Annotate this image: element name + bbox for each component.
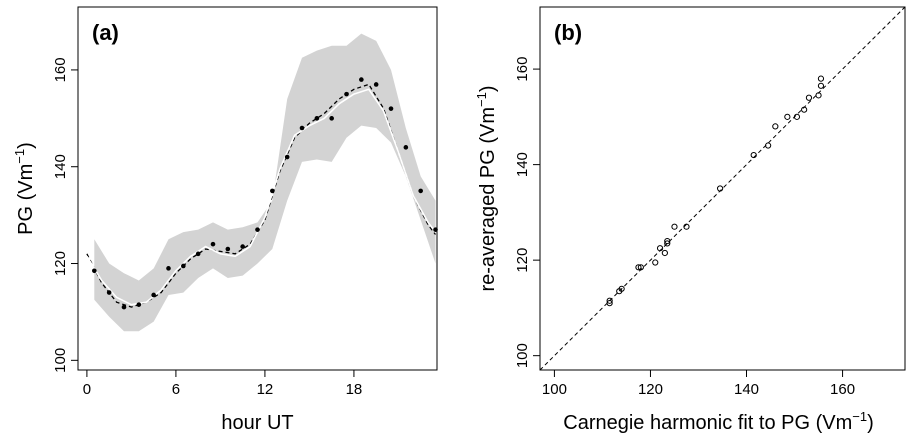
data-point — [151, 292, 156, 298]
x-axis-ticks-b: 100 120 140 160 — [542, 370, 855, 398]
panel-label-b: (b) — [554, 20, 582, 45]
data-point — [388, 106, 394, 111]
x-tick-label: 160 — [830, 381, 855, 398]
scatter-point — [683, 223, 690, 230]
fit-lines — [86, 83, 437, 308]
data-point — [299, 125, 305, 131]
scatter-point — [664, 240, 671, 247]
scatter-point — [793, 113, 801, 120]
x-axis-title-b-sup: −1 — [852, 409, 867, 424]
scatter-point — [784, 113, 791, 120]
x-tick-label: 120 — [638, 381, 663, 398]
scatter-point — [815, 92, 822, 99]
y-axis-ticks-b: 100 120 140 160 — [514, 57, 540, 368]
y-axis-title-b-sup: −1 — [474, 92, 489, 107]
y-tick-label: 160 — [52, 57, 69, 82]
data-point — [284, 154, 290, 160]
x-axis-title-b: Carnegie harmonic fit to PG (Vm−1) — [563, 409, 874, 434]
data-point — [403, 145, 409, 150]
scatter-point — [637, 264, 644, 271]
scatter-point — [671, 223, 678, 230]
x-tick-label: 100 — [542, 381, 567, 398]
y-axis-title-b: re-averaged PG (Vm−1) — [474, 85, 499, 291]
scatter-point — [750, 151, 757, 159]
x-axis-title-a: hour UT — [221, 412, 293, 434]
identity-line — [539, 6, 906, 371]
data-point — [373, 82, 379, 87]
scatter-point — [606, 300, 613, 307]
data-point — [314, 116, 320, 121]
scatter-point — [817, 82, 825, 89]
y-axis-title-a-sup: −1 — [12, 149, 27, 164]
data-point — [270, 188, 275, 194]
data-point — [166, 266, 171, 271]
data-point — [210, 241, 216, 247]
x-axis-ticks-a: 0 6 12 18 — [83, 370, 363, 398]
data-point — [359, 77, 364, 82]
scatter-point — [765, 142, 772, 149]
panel-b: 100 120 140 160 100 120 140 160 (b) Carnegie h… — [474, 6, 906, 434]
data-point — [329, 116, 334, 121]
scatter-point — [716, 185, 724, 192]
y-tick-label: 120 — [514, 248, 531, 273]
scatter-point — [805, 94, 813, 101]
x-axis-title-b-main: Carnegie harmonic fit to PG (Vm — [563, 412, 852, 434]
y-axis-title-b-main: re-averaged PG (Vm — [477, 107, 499, 292]
x-tick-label: 12 — [257, 381, 274, 398]
y-axis-title-a-close: ) — [15, 142, 37, 149]
y-axis-title-a: PG (Vm−1) — [12, 142, 37, 235]
plot-frame-b — [539, 6, 906, 371]
y-tick-label: 100 — [52, 348, 69, 373]
scatter-point — [652, 259, 659, 266]
fit-line-white — [86, 88, 437, 306]
scatter-point — [801, 106, 808, 113]
data-point — [121, 304, 127, 310]
scatter-point — [618, 285, 625, 292]
scatter-point — [656, 245, 664, 252]
scatter-point — [772, 123, 779, 130]
x-axis-title-b-close: ) — [867, 412, 874, 434]
data-point — [344, 91, 349, 97]
data-point — [255, 227, 260, 232]
scatter-point — [664, 237, 671, 245]
y-tick-label: 160 — [514, 57, 531, 82]
y-tick-label: 140 — [52, 154, 69, 179]
scatter-point — [661, 249, 668, 257]
data-point — [418, 188, 423, 194]
panel-a: 0 6 12 18 100 120 140 160 (a) hour UT PG (Vm−1… — [12, 6, 438, 434]
scatter-point — [635, 264, 642, 271]
data-point — [106, 290, 112, 295]
y-axis-ticks-a: 100 120 140 160 — [52, 57, 78, 373]
y-axis-title-b-close: ) — [477, 85, 499, 92]
data-points — [92, 77, 438, 310]
y-tick-label: 120 — [52, 251, 69, 276]
scatter-point — [817, 75, 825, 82]
plot-frame-a — [77, 6, 438, 371]
y-axis-title-a-main: PG (Vm — [15, 164, 37, 235]
scatter-points — [606, 75, 825, 307]
data-point — [195, 251, 201, 257]
data-point — [136, 302, 142, 307]
y-tick-label: 140 — [514, 152, 531, 177]
scatter-point — [606, 297, 613, 304]
panel-label-a: (a) — [92, 20, 119, 45]
x-tick-label: 0 — [83, 381, 91, 398]
confidence-band — [94, 33, 436, 332]
x-tick-label: 140 — [734, 381, 759, 398]
y-tick-label: 100 — [514, 343, 531, 368]
x-tick-label: 18 — [346, 381, 363, 398]
x-tick-label: 6 — [172, 381, 180, 398]
data-point — [92, 268, 97, 274]
data-point — [225, 246, 231, 252]
data-point — [240, 244, 245, 249]
data-point — [181, 263, 186, 269]
